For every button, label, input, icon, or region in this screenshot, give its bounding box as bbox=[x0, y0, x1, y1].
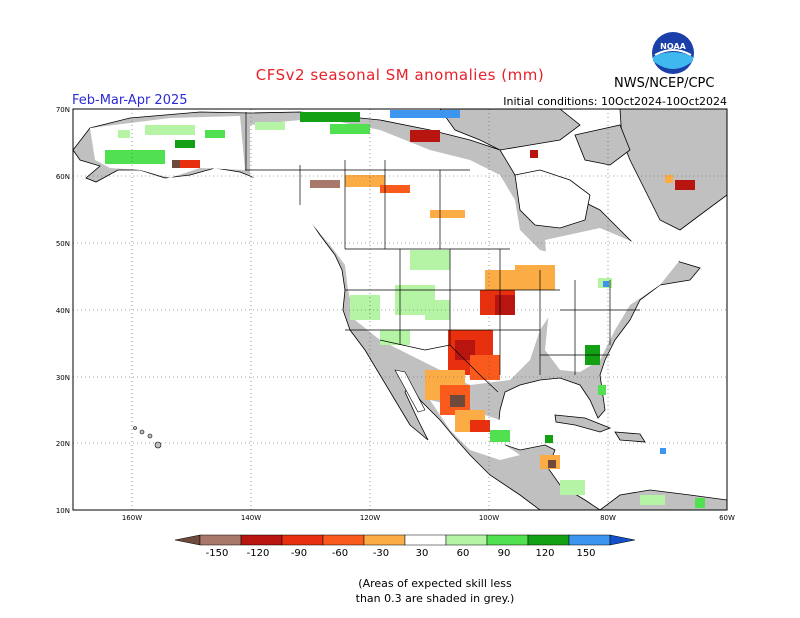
legend-label: 30 bbox=[416, 548, 429, 559]
legend-swatch bbox=[199, 534, 242, 546]
legend-swatch bbox=[445, 534, 488, 546]
legend-swatch bbox=[363, 534, 406, 546]
lon-label: 140W bbox=[241, 514, 261, 522]
legend-label: -150 bbox=[206, 548, 229, 559]
lat-label: 30N bbox=[56, 374, 70, 382]
hawaii-islands bbox=[133, 426, 162, 449]
borders bbox=[245, 112, 640, 393]
noaa-logo-icon: NOAA bbox=[652, 32, 694, 74]
lat-label: 70N bbox=[56, 106, 70, 114]
legend-label: -120 bbox=[247, 548, 270, 559]
lon-label: 100W bbox=[479, 514, 499, 522]
lon-label: 120W bbox=[360, 514, 380, 522]
agency-label: NWS/NCEP/CPC bbox=[614, 76, 715, 91]
map-title: CFSv2 seasonal SM anomalies (mm) bbox=[255, 66, 545, 84]
graticule bbox=[73, 109, 727, 510]
season-label: Feb-Mar-Apr 2025 bbox=[72, 93, 188, 108]
lat-label: 20N bbox=[56, 440, 70, 448]
lat-label: 10N bbox=[56, 507, 70, 515]
legend-swatch bbox=[281, 534, 324, 546]
legend-label: -30 bbox=[373, 548, 389, 559]
legend-swatch bbox=[568, 534, 611, 546]
lat-label: 40N bbox=[56, 307, 70, 315]
legend-swatch bbox=[527, 534, 570, 546]
legend-swatch bbox=[240, 534, 283, 546]
longitude-labels: 160W 140W 120W 100W 80W 60W bbox=[122, 514, 735, 522]
legend-label: 120 bbox=[535, 548, 554, 559]
lon-label: 160W bbox=[122, 514, 142, 522]
lat-label: 60N bbox=[56, 173, 70, 181]
legend-label: -90 bbox=[291, 548, 307, 559]
latitude-labels: 70N 60N 50N 40N 30N 20N 10N bbox=[56, 106, 70, 515]
lat-label: 50N bbox=[56, 240, 70, 248]
legend-swatch bbox=[404, 534, 447, 546]
legend-swatch bbox=[486, 534, 529, 546]
legend-label: 150 bbox=[576, 548, 595, 559]
legend-swatch bbox=[609, 534, 636, 546]
legend-label: 60 bbox=[457, 548, 470, 559]
lon-label: 80W bbox=[600, 514, 616, 522]
legend-swatch bbox=[174, 534, 201, 546]
note-line-2: than 0.3 are shaded in grey.) bbox=[355, 592, 515, 605]
initial-conditions: Initial conditions: 10Oct2024-10Oct2024 bbox=[503, 95, 727, 108]
note-line-1: (Areas of expected skill less bbox=[358, 577, 512, 590]
legend-label: 90 bbox=[498, 548, 511, 559]
lon-label: 60W bbox=[719, 514, 735, 522]
legend-label: -60 bbox=[332, 548, 348, 559]
skill-note: (Areas of expected skill less than 0.3 a… bbox=[0, 576, 800, 606]
legend-swatch bbox=[322, 534, 365, 546]
svg-text:NOAA: NOAA bbox=[660, 42, 686, 51]
